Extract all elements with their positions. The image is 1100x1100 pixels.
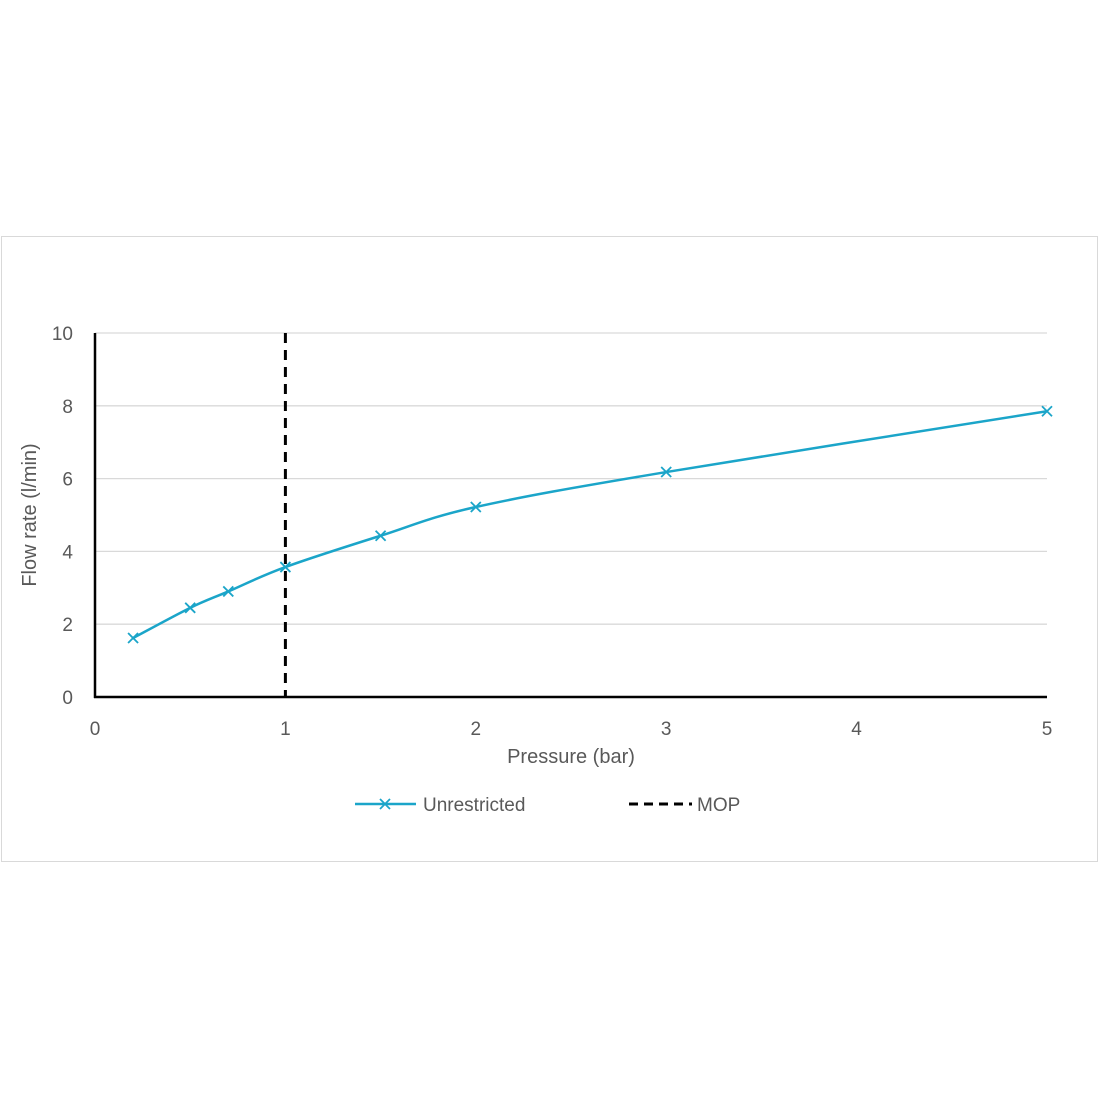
y-axis-title: Flow rate (l/min) — [19, 443, 41, 586]
legend: Unrestricted MOP — [355, 795, 740, 816]
data-point-unrestricted — [470, 501, 482, 513]
x-tick-label: 3 — [661, 719, 672, 740]
legend-label-unrestricted: Unrestricted — [423, 795, 525, 816]
y-tick-label: 0 — [62, 688, 73, 709]
y-tick-label: 6 — [62, 470, 73, 491]
y-tick-label: 10 — [52, 324, 73, 345]
series-layer — [127, 333, 1053, 697]
y-tick-label: 2 — [62, 615, 73, 636]
data-point-unrestricted — [127, 632, 139, 644]
y-tick-labels: 0 2 4 6 8 10 — [52, 324, 74, 709]
y-tick-label: 4 — [62, 542, 73, 563]
x-tick-label: 2 — [471, 719, 482, 740]
data-point-unrestricted — [1041, 405, 1053, 417]
y-tick-label: 8 — [62, 397, 73, 418]
data-point-unrestricted — [184, 602, 196, 614]
data-point-unrestricted — [279, 561, 292, 573]
x-tick-labels: 0 1 2 3 4 5 — [90, 719, 1053, 740]
x-axis-title: Pressure (bar) — [507, 746, 635, 768]
data-point-unrestricted — [222, 585, 234, 598]
chart-frame — [1, 236, 1098, 862]
series-line-unrestricted — [132, 410, 1048, 640]
x-tick-label: 4 — [851, 719, 862, 740]
data-point-unrestricted — [660, 466, 672, 478]
legend-label-mop: MOP — [697, 795, 740, 816]
axes — [93, 333, 1047, 699]
legend-item-mop: MOP — [629, 795, 740, 816]
data-point-unrestricted — [374, 530, 387, 542]
legend-item-unrestricted: Unrestricted — [355, 795, 525, 816]
legend-marker-unrestricted — [379, 798, 391, 810]
x-tick-label: 0 — [90, 719, 101, 740]
x-tick-label: 1 — [280, 719, 291, 740]
x-tick-label: 5 — [1042, 719, 1053, 740]
gridlines — [95, 332, 1047, 625]
legend-marker-x — [379, 798, 391, 810]
